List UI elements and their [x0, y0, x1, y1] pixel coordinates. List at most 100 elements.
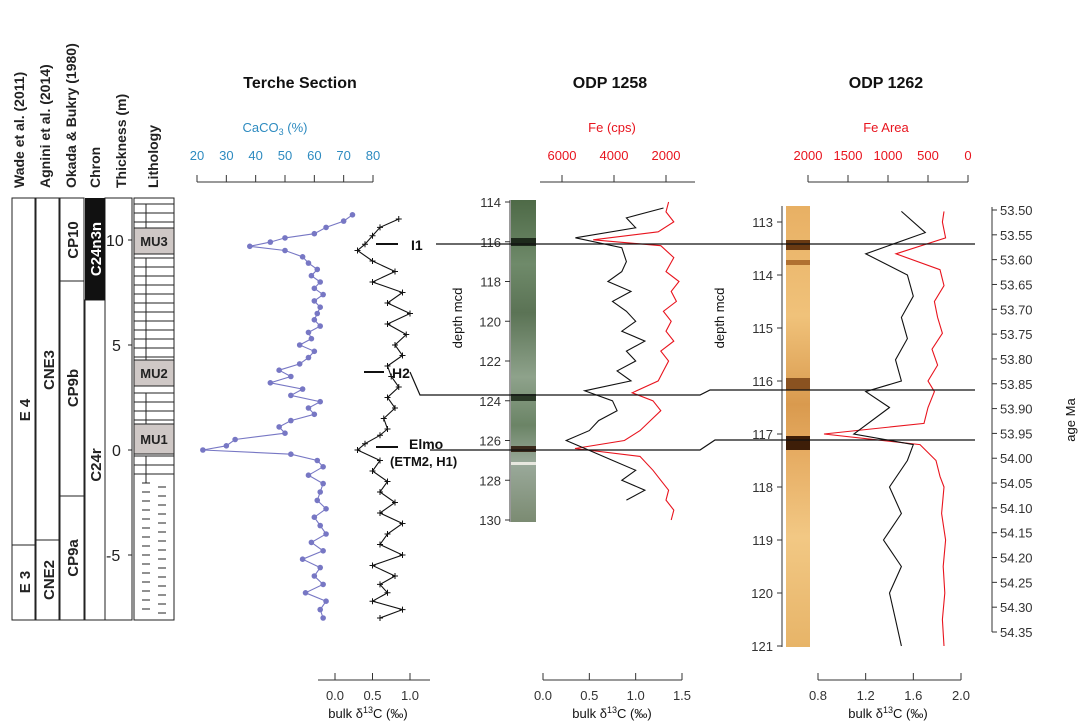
core-band [786, 240, 810, 250]
odp1258-d13c-line [564, 207, 664, 501]
terche-caco3-tick-label: 80 [366, 148, 380, 163]
odp1258-d13c-tick-label: 0.0 [534, 688, 552, 703]
age-tick-label: 53.80 [1000, 352, 1033, 367]
terche-d13c-label: bulk δ13C (‰) [328, 705, 407, 721]
odp1258-depth-tick-label: 116 [480, 235, 501, 250]
terche-caco3-point [323, 531, 329, 537]
age-tick-label: 54.30 [1000, 600, 1033, 615]
odp1262-depth-tick-label: 114 [752, 268, 773, 283]
odp1262-d13c-label: bulk δ13C (‰) [848, 705, 927, 721]
terche-d13c-tick-label: 1.0 [401, 688, 419, 703]
terche-caco3-point [308, 335, 315, 342]
thickness-tick-5: 5 [112, 338, 121, 355]
odp1258-d13c-label: bulk δ13C (‰) [572, 705, 651, 721]
terche-caco3-point [305, 329, 312, 336]
odp1262-depth-tick-label: 116 [752, 374, 773, 389]
core-band [786, 260, 810, 265]
age-tick-label: 54.15 [1000, 526, 1033, 541]
age-tick-label: 53.90 [1000, 402, 1033, 417]
odp1262-depth-tick-label: 121 [751, 639, 773, 654]
odp1258-plot [564, 201, 680, 521]
odp1258-depth-tick-label: 114 [480, 195, 501, 210]
terche-d13c-point [377, 615, 383, 621]
terche-caco3-point [282, 247, 288, 254]
odp1258-depth-tick-label: 128 [479, 473, 501, 488]
zone-c24n3n-label: C24n3n [88, 222, 105, 276]
terche-caco3-point [311, 298, 318, 304]
terche-d13c-point [377, 224, 383, 231]
odp1258-d13c-tick-label: 1.0 [627, 688, 645, 703]
terche-d13c-point [369, 232, 376, 239]
terche-caco3-point [267, 239, 274, 245]
age-tick-label: 53.75 [1000, 327, 1033, 342]
terche-caco3-point [282, 235, 288, 241]
odp1262-depth-tick-label: 115 [752, 321, 773, 336]
odp1258-d13c-tick-label: 1.5 [673, 688, 691, 703]
odp1262-depth-tick-label: 120 [751, 586, 773, 601]
odp1262-title: ODP 1262 [849, 75, 924, 92]
terche-d13c-point [369, 258, 376, 264]
odp1258-core-image [511, 200, 536, 522]
terche-d13c-point [395, 384, 402, 390]
terche-d13c-point [384, 394, 391, 401]
zone-cp9a-box [59, 495, 85, 621]
terche-d13c-point [369, 279, 376, 285]
age-tick-label: 53.65 [1000, 277, 1033, 292]
terche-caco3-point [308, 539, 315, 546]
terche-caco3-point [314, 310, 321, 317]
terche-d13c-point [377, 489, 383, 495]
mud-unit-mu3 [133, 227, 175, 255]
terche-d13c-point [399, 352, 406, 359]
terche-caco3-point [296, 342, 303, 348]
odp1258-fe-line [574, 201, 680, 521]
terche-caco3-point [320, 548, 326, 554]
zone-e3-box [11, 544, 36, 621]
header-chron: Chron [87, 147, 103, 188]
lithology-column: MU3 MU2 MU1 [133, 197, 175, 621]
odp1258-d13c-axis: 0.0 0.5 1.0 1.5 [534, 673, 691, 703]
correlation-lines [409, 243, 975, 451]
zone-cp9b-label: CP9b [65, 369, 82, 407]
terche-caco3-line [202, 214, 353, 619]
odp1258-fe-tick-label: 6000 [548, 148, 577, 163]
header-okada: Okada & Bukry (1980) [63, 43, 79, 188]
terche-d13c-point [399, 606, 406, 613]
thickness-tick-neg5: -5 [106, 548, 120, 565]
terche-caco3-point [288, 392, 294, 399]
correlation-h2 [409, 371, 975, 396]
terche-d13c-point [377, 581, 383, 588]
odp1258-title: ODP 1258 [573, 75, 648, 92]
terche-d13c-point [392, 268, 398, 275]
odp1262-fe-tick-label: 500 [917, 148, 939, 163]
odp1262-depth-axis: 113 114 115 116 117 118 119 120 121 [751, 206, 783, 654]
terche-d13c-point [369, 562, 376, 569]
age-tick-label: 53.55 [1000, 228, 1033, 243]
terche-caco3-tick-label: 20 [190, 148, 204, 163]
mud-unit-mu1 [133, 423, 175, 455]
terche-caco3-point [288, 417, 294, 424]
odp1258-depth-tick-label: 120 [479, 314, 501, 329]
core-band [786, 378, 810, 390]
terche-d13c-point [380, 415, 387, 422]
odp1262-fe-tick-label: 2000 [794, 148, 823, 163]
terche-caco3-point [302, 590, 309, 596]
odp1262-fe-label: Fe Area [863, 120, 909, 135]
terche-caco3-point [340, 218, 347, 224]
terche-caco3-point [314, 497, 321, 504]
terche-caco3-point [349, 212, 356, 218]
terche-caco3-label: CaCO3 (%) [243, 120, 308, 137]
terche-d13c-point [392, 342, 398, 348]
odp1258-fe-axis: 6000 4000 2000 [540, 148, 695, 183]
odp1258-depth-label: depth mcd [450, 288, 465, 349]
terche-caco3-point [299, 386, 306, 392]
terche-d13c-point [384, 321, 391, 327]
terche-caco3-point [299, 253, 306, 260]
thickness-box [104, 197, 133, 621]
terche-d13c-point [384, 478, 391, 485]
terche-caco3-point [323, 506, 329, 512]
odp1258-depth-tick-label: 130 [479, 513, 501, 528]
terche-d13c-point [369, 598, 376, 605]
event-i1-label: I1 [411, 237, 423, 253]
terche-caco3-point [299, 556, 306, 562]
